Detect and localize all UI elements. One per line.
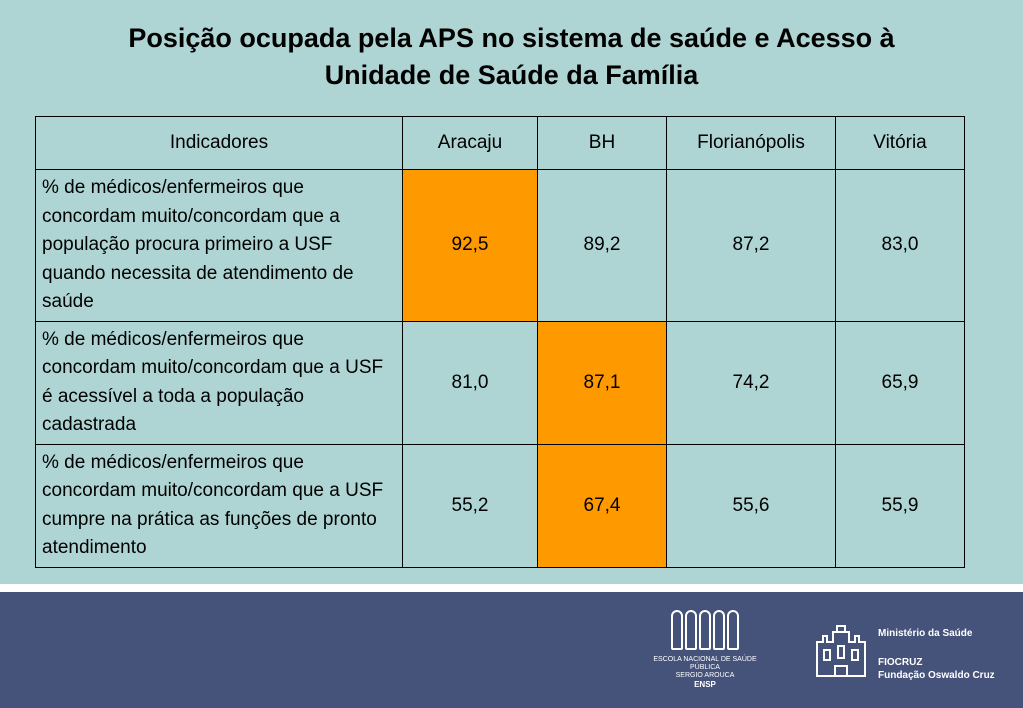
table-row: % de médicos/enfermeiros que concordam m… [35, 443, 965, 568]
value-cell-vitoria: 65,9 [835, 320, 965, 445]
value-cell-florianopolis: 74,2 [666, 320, 836, 445]
title-line-1: Posição ocupada pela APS no sistema de s… [128, 23, 895, 53]
indicators-table: Indicadores Aracaju BH Florianópolis Vit… [35, 116, 965, 568]
slide-title: Posição ocupada pela APS no sistema de s… [0, 20, 1023, 94]
header-florianopolis: Florianópolis [666, 116, 836, 170]
header-vitoria: Vitória [835, 116, 965, 170]
indicator-cell: % de médicos/enfermeiros que concordam m… [35, 169, 403, 322]
ensp-name: ESCOLA NACIONAL DE SAÚDE PÚBLICA [653, 656, 757, 671]
title-line-2: Unidade de Saúde da Família [324, 60, 699, 90]
fiocruz-label: FIOCRUZ Fundação Oswaldo Cruz [878, 656, 995, 682]
fiocruz-name: FIOCRUZ [878, 657, 923, 668]
value-cell-bh: 87,1 [537, 320, 667, 445]
ensp-logo: ESCOLA NACIONAL DE SAÚDE PÚBLICA SERGIO … [650, 610, 760, 690]
value-cell-florianopolis: 87,2 [666, 169, 836, 322]
value-cell-florianopolis: 55,6 [666, 443, 836, 568]
indicator-cell: % de médicos/enfermeiros que concordam m… [35, 443, 403, 568]
value-cell-vitoria: 83,0 [835, 169, 965, 322]
ministry-label: Ministério da Saúde [878, 628, 973, 639]
table-row: % de médicos/enfermeiros que concordam m… [35, 320, 965, 445]
value-cell-vitoria: 55,9 [835, 443, 965, 568]
value-cell-aracaju: 92,5 [402, 169, 538, 322]
header-bh: BH [537, 116, 667, 170]
fiocruz-castle-icon [816, 625, 866, 677]
footer-divider [0, 584, 1023, 592]
table-header-row: Indicadores Aracaju BH Florianópolis Vit… [35, 116, 965, 170]
table-row: % de médicos/enfermeiros que concordam m… [35, 169, 965, 322]
value-cell-aracaju: 55,2 [402, 443, 538, 568]
ensp-subtitle: SERGIO AROUCA [675, 672, 735, 679]
header-indicadores: Indicadores [35, 116, 403, 170]
header-aracaju: Aracaju [402, 116, 538, 170]
value-cell-bh: 67,4 [537, 443, 667, 568]
ensp-abbr: ENSP [694, 680, 716, 689]
indicator-cell: % de médicos/enfermeiros que concordam m… [35, 320, 403, 445]
ensp-figures-icon [650, 610, 760, 652]
footer-bar: ESCOLA NACIONAL DE SAÚDE PÚBLICA SERGIO … [0, 592, 1023, 708]
value-cell-aracaju: 81,0 [402, 320, 538, 445]
fiocruz-full-name: Fundação Oswaldo Cruz [878, 670, 995, 681]
value-cell-bh: 89,2 [537, 169, 667, 322]
